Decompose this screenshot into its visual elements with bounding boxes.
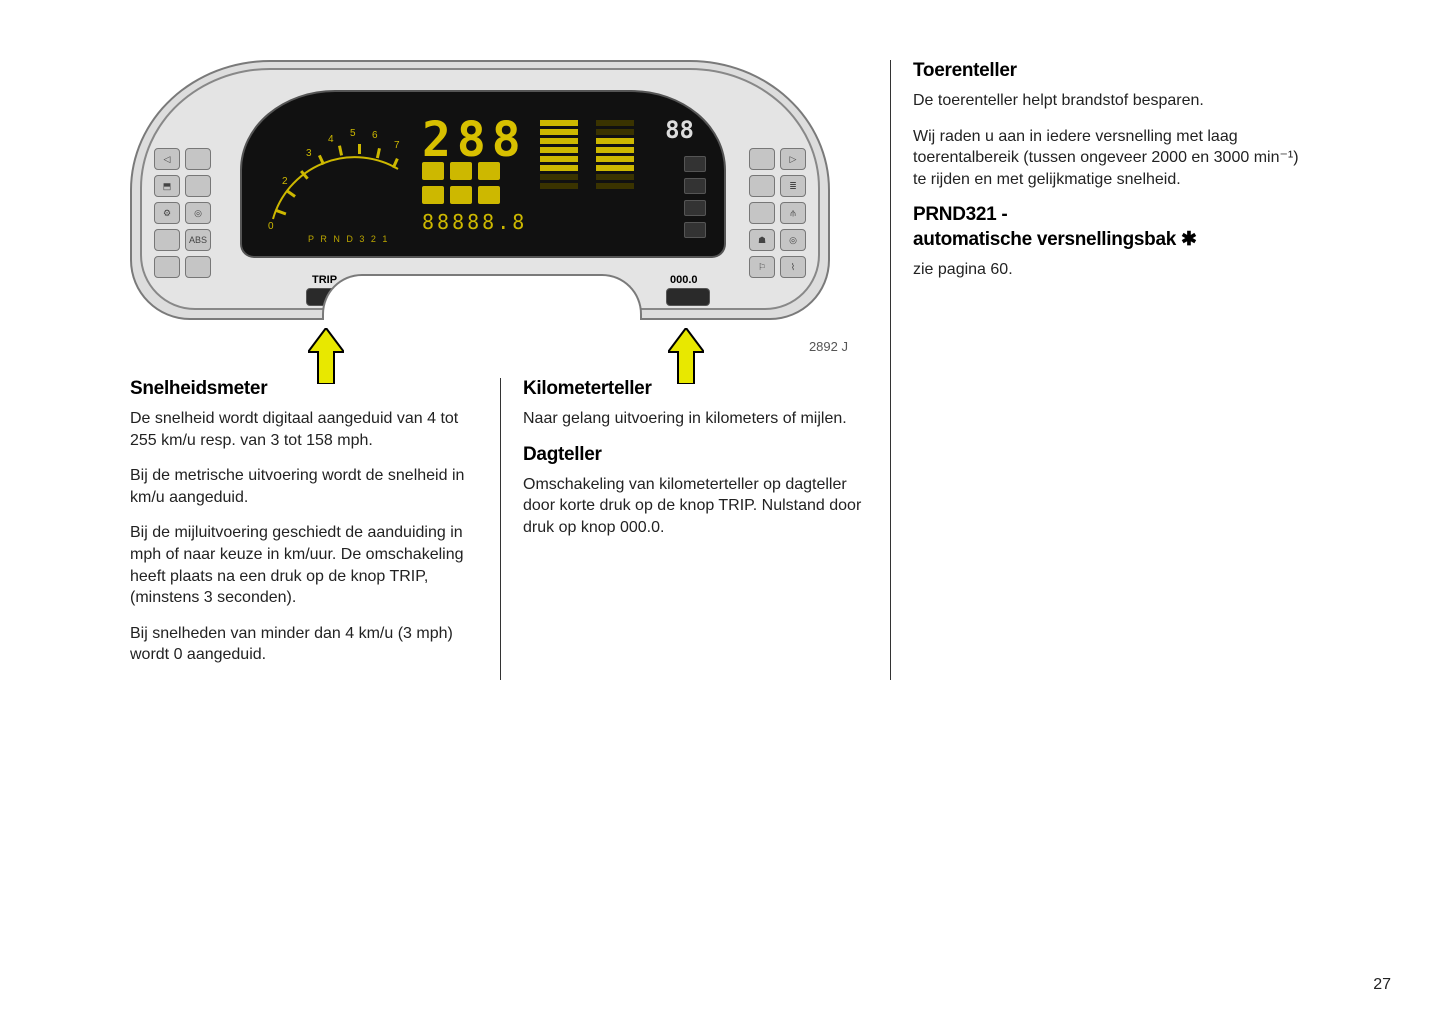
steering-column-cutout [322,274,642,320]
svg-text:6: 6 [372,130,378,141]
dashboard-outer-frame: ◁ ⬒ ⚙ ◎ ABS ▷ ≣ ⫛ [130,60,830,320]
blank-button [749,148,775,170]
para: Wij raden u aan in iedere versnelling me… [913,126,1310,191]
svg-text:4: 4 [328,134,334,145]
abs-button: ABS [185,229,211,251]
para: Naar gelang uitvoering in kilometers of … [523,408,878,430]
figure-caption: 2892 J [809,339,848,354]
temp-button: ⌇ [780,256,806,278]
oil-button: ◎ [185,202,211,224]
light-button: ≣ [780,175,806,197]
fuel-gauge [540,120,578,189]
column-1: Snelheidsmeter De snelheid wordt digitaa… [130,378,500,680]
warn-icon [450,186,472,204]
odometer-readout: 88888.8 [422,210,527,234]
right-button-cluster: ▷ ≣ ⫛ ☗ ◎ ⚐ ⌇ [749,148,806,278]
heading-dagteller: Dagteller [523,444,878,466]
tachometer-gauge: 0 2 3 4 5 6 7 [258,114,408,234]
engine-button: ⚙ [154,202,180,224]
blank-button [749,202,775,224]
column-2: Kilometerteller Naar gelang uitvoering i… [500,378,878,680]
side-indicators [684,156,706,238]
para: De toerenteller helpt brandstof besparen… [913,90,1310,112]
svg-text:2: 2 [282,176,288,187]
svg-text:7: 7 [394,140,400,151]
blank-button [154,229,180,251]
column-3: Toerenteller De toerenteller helpt brand… [890,60,1310,680]
brake-button: ◎ [780,229,806,251]
para: zie pagina 60. [913,259,1310,281]
blank-button [154,256,180,278]
warn-icon [478,186,500,204]
blank-button [185,256,211,278]
para: Omschakeling van kilometerteller op dagt… [523,474,878,539]
svg-text:3: 3 [306,148,312,159]
heading-toerenteller: Toerenteller [913,60,1310,82]
indicator-left-button: ◁ [154,148,180,170]
page-number: 27 [1373,976,1391,994]
warn-icon [450,162,472,180]
page-content: ◁ ⬒ ⚙ ◎ ABS ▷ ≣ ⫛ [130,60,1345,680]
arrow-reset-icon [668,328,704,384]
blank-button [185,175,211,197]
para: De snelheid wordt digitaal aangeduid van… [130,408,480,451]
heading-snelheidsmeter: Snelheidsmeter [130,378,480,400]
left-block: ◁ ⬒ ⚙ ◎ ABS ▷ ≣ ⫛ [130,60,890,680]
blank-button [749,175,775,197]
washer-button: ⫛ [780,202,806,224]
blank-button [185,148,211,170]
heading-prnd-line2: automatische versnellingsbak ✱ [913,228,1310,251]
para: Bij de mijluitvoering geschiedt de aandu… [130,522,480,608]
text-columns: Snelheidsmeter De snelheid wordt digitaa… [130,378,890,680]
temp-gauge [596,120,634,189]
left-button-cluster: ◁ ⬒ ⚙ ◎ ABS [154,148,211,278]
para: Bij snelheden van minder dan 4 km/u (3 m… [130,623,480,666]
para: Bij de metrische uitvoering wordt de sne… [130,465,480,508]
warn-icon [422,186,444,204]
heading-prnd-line1: PRND321 - [913,204,1310,226]
indicator-right-button: ▷ [780,148,806,170]
reset-button-label: 000.0 [670,274,698,286]
warn-icon [422,162,444,180]
warning-icon-row-2 [422,186,500,204]
speed-readout: 288 [422,112,527,168]
svg-text:5: 5 [350,128,356,139]
bar-gauges [540,120,634,189]
svg-text:0: 0 [268,221,274,232]
warning-icon-row-1 [422,162,500,180]
warn-icon [478,162,500,180]
fuel-readout: 88 [665,116,694,144]
dashboard-figure: ◁ ⬒ ⚙ ◎ ABS ▷ ≣ ⫛ [130,60,850,350]
reset-button[interactable] [666,288,710,306]
prnd-indicator: P R N D 3 2 1 [308,234,389,244]
seatbelt-button: ⚐ [749,256,775,278]
hazard-button: ⬒ [154,175,180,197]
arrow-trip-icon [308,328,344,384]
dashboard-lcd-screen: 0 2 3 4 5 6 7 288 [240,90,726,258]
defrost-button: ☗ [749,229,775,251]
